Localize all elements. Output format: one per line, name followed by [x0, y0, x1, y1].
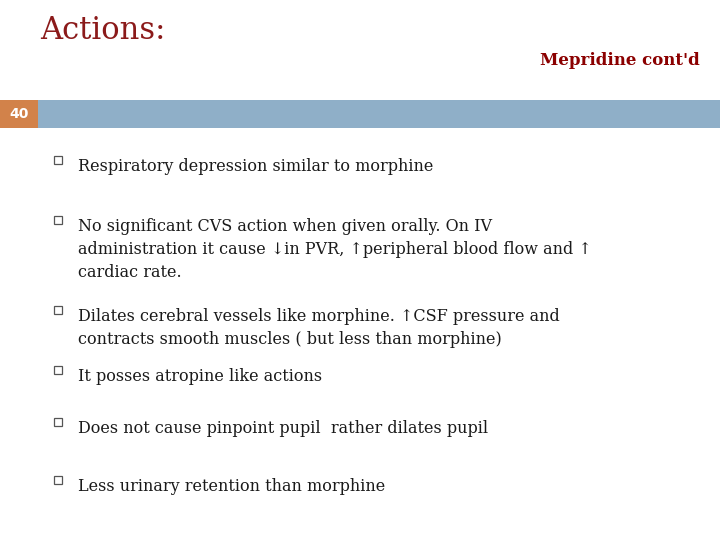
Text: It posses atropine like actions: It posses atropine like actions [78, 368, 322, 385]
Text: Mepridine cont'd: Mepridine cont'd [540, 52, 700, 69]
Bar [54, 306, 62, 314]
Text: Less urinary retention than morphine: Less urinary retention than morphine [78, 478, 385, 495]
Bar [54, 156, 62, 164]
Text: Respiratory depression similar to morphine: Respiratory depression similar to morphi… [78, 158, 433, 175]
Bar [54, 216, 62, 224]
Text: Dilates cerebral vessels like morphine. ↑CSF pressure and
contracts smooth muscl: Dilates cerebral vessels like morphine. … [78, 308, 559, 348]
Text: 40: 40 [9, 107, 29, 121]
Text: Does not cause pinpoint pupil  rather dilates pupil: Does not cause pinpoint pupil rather dil… [78, 420, 488, 437]
Bar [54, 366, 62, 374]
Bar [54, 476, 62, 484]
Bar [0, 100, 38, 128]
Bar [54, 418, 62, 426]
Text: Actions:: Actions: [40, 15, 166, 46]
Text: No significant CVS action when given orally. On IV
administration it cause ↓in P: No significant CVS action when given ora… [78, 218, 592, 281]
Bar [38, 100, 720, 128]
